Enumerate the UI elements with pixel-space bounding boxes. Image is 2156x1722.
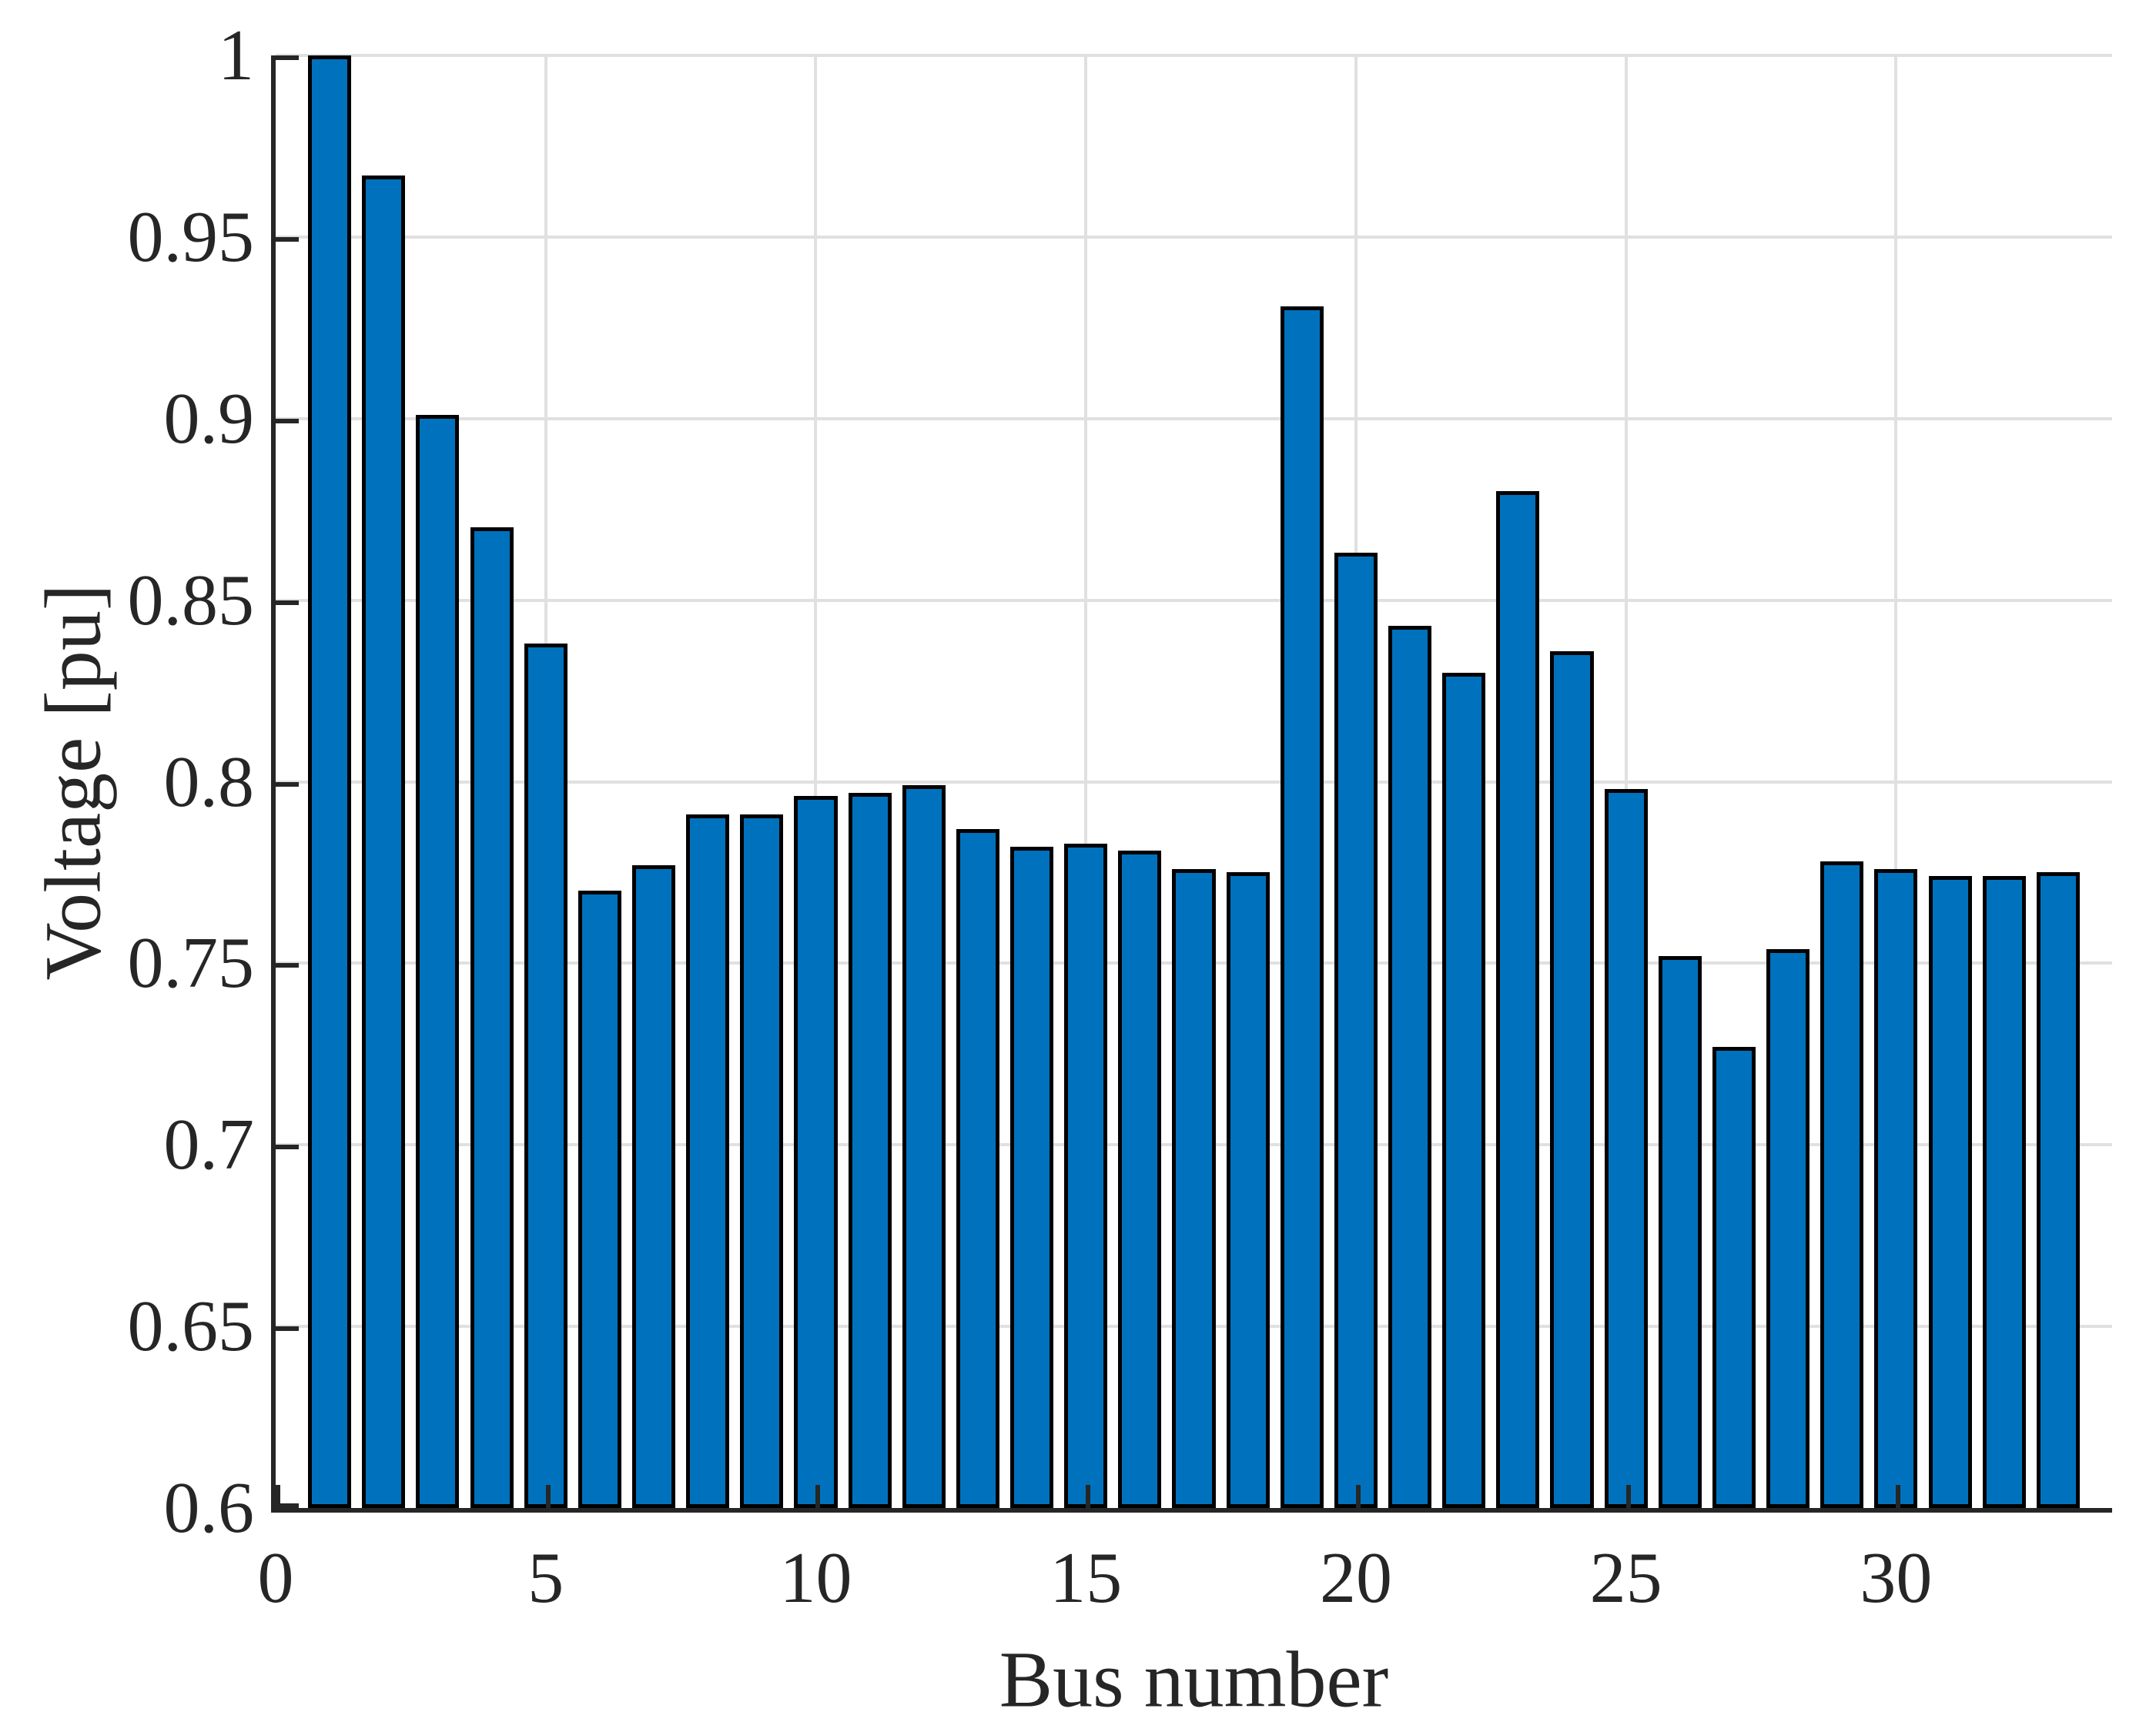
x-tick-label: 25 bbox=[1589, 1538, 1662, 1618]
bar-bus-30 bbox=[1874, 868, 1918, 1508]
y-tick-label: 1 bbox=[218, 15, 254, 95]
x-tick-label: 20 bbox=[1319, 1538, 1392, 1618]
y-tick-mark bbox=[276, 236, 299, 242]
v-gridline bbox=[1624, 55, 1628, 1508]
x-axis-line bbox=[271, 1508, 2112, 1513]
bar-bus-27 bbox=[1712, 1046, 1756, 1508]
y-tick-mark bbox=[276, 781, 299, 787]
bar-bus-19 bbox=[1280, 306, 1324, 1508]
y-tick-mark bbox=[276, 1326, 299, 1332]
bar-bus-7 bbox=[631, 865, 676, 1508]
y-tick-mark bbox=[276, 600, 299, 605]
x-tick-mark bbox=[1355, 1485, 1361, 1508]
x-tick-mark bbox=[276, 1485, 280, 1508]
y-tick-mark bbox=[276, 963, 299, 968]
bar-bus-31 bbox=[1928, 876, 1972, 1508]
bar-bus-12 bbox=[902, 785, 946, 1508]
y-axis-line bbox=[271, 55, 276, 1513]
bar-bus-1 bbox=[308, 55, 352, 1508]
bar-bus-22 bbox=[1442, 672, 1486, 1508]
x-axis-label: Bus number bbox=[999, 1635, 1389, 1722]
bar-bus-33 bbox=[2036, 872, 2080, 1508]
bar-bus-17 bbox=[1172, 868, 1216, 1508]
h-gridline bbox=[276, 235, 2112, 239]
bar-bus-13 bbox=[956, 828, 999, 1508]
bar-bus-3 bbox=[416, 415, 460, 1508]
bar-bus-25 bbox=[1604, 788, 1648, 1508]
bar-bus-8 bbox=[686, 814, 730, 1508]
x-tick-label: 5 bbox=[527, 1538, 564, 1618]
bar-bus-26 bbox=[1658, 955, 1702, 1508]
bar-bus-21 bbox=[1388, 625, 1432, 1508]
x-tick-label: 30 bbox=[1860, 1538, 1933, 1618]
bar-bus-2 bbox=[362, 175, 406, 1508]
y-axis-label: Voltage [pu] bbox=[28, 583, 118, 981]
plot-area bbox=[276, 54, 2112, 1508]
y-tick-label: 0.9 bbox=[163, 378, 255, 459]
bar-bus-14 bbox=[1010, 847, 1054, 1508]
bar-bus-32 bbox=[1982, 876, 2026, 1508]
bar-bus-4 bbox=[470, 527, 514, 1508]
bar-bus-10 bbox=[794, 796, 838, 1508]
bar-bus-11 bbox=[848, 792, 892, 1508]
x-tick-mark bbox=[1896, 1485, 1901, 1508]
y-tick-mark bbox=[276, 418, 299, 423]
bar-bus-24 bbox=[1550, 650, 1594, 1508]
y-tick-label: 0.65 bbox=[127, 1286, 255, 1367]
y-tick-label: 0.8 bbox=[163, 741, 255, 822]
x-tick-label: 0 bbox=[257, 1538, 294, 1618]
x-tick-mark bbox=[545, 1485, 551, 1508]
bar-bus-23 bbox=[1496, 491, 1540, 1508]
x-tick-label: 15 bbox=[1050, 1538, 1123, 1618]
h-gridline bbox=[276, 780, 2112, 784]
y-tick-label: 0.6 bbox=[163, 1468, 255, 1548]
y-tick-label: 0.75 bbox=[127, 923, 255, 1004]
v-gridline bbox=[814, 55, 818, 1508]
y-tick-label: 0.7 bbox=[163, 1105, 255, 1185]
y-tick-label: 0.95 bbox=[127, 196, 255, 277]
y-tick-mark bbox=[276, 1145, 299, 1150]
bar-bus-29 bbox=[1820, 861, 1864, 1508]
h-gridline bbox=[276, 54, 2112, 57]
bar-bus-6 bbox=[578, 891, 621, 1508]
v-gridline bbox=[1084, 55, 1088, 1508]
h-gridline bbox=[276, 598, 2112, 602]
bar-bus-9 bbox=[740, 814, 784, 1508]
bar-bus-28 bbox=[1766, 948, 1810, 1508]
bar-bus-16 bbox=[1118, 851, 1162, 1508]
x-tick-mark bbox=[1086, 1485, 1091, 1508]
y-tick-label: 0.85 bbox=[127, 560, 255, 640]
x-tick-mark bbox=[815, 1485, 821, 1508]
bar-bus-20 bbox=[1334, 553, 1378, 1508]
y-tick-mark bbox=[276, 1503, 299, 1508]
h-gridline bbox=[276, 416, 2112, 420]
v-gridline bbox=[1894, 55, 1898, 1508]
y-tick-mark bbox=[276, 55, 299, 60]
x-tick-mark bbox=[1625, 1485, 1631, 1508]
x-tick-label: 10 bbox=[779, 1538, 852, 1618]
bar-bus-5 bbox=[524, 644, 567, 1508]
bar-bus-18 bbox=[1226, 872, 1270, 1508]
bar-bus-15 bbox=[1064, 843, 1108, 1508]
